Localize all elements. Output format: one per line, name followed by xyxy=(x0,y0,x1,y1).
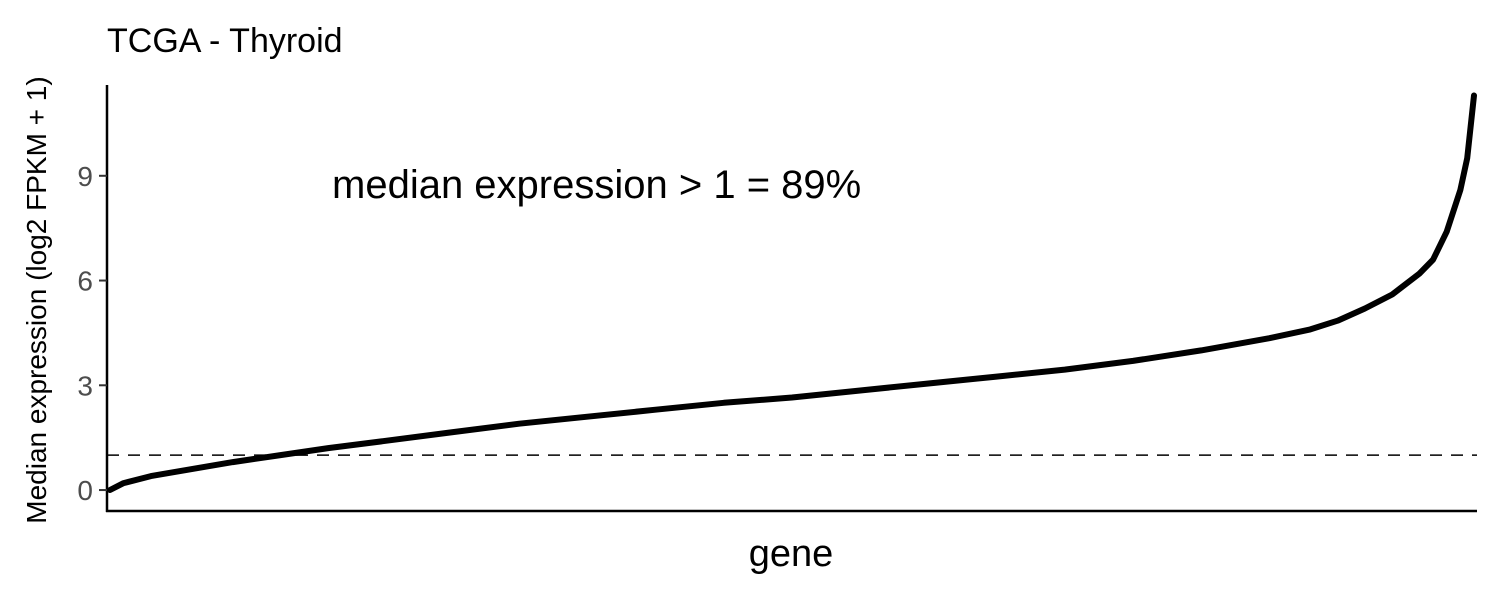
y-tick-label-6: 6 xyxy=(77,266,93,297)
y-tick-label-9: 9 xyxy=(77,161,93,192)
y-axis-label: Median expression (log2 FPKM + 1) xyxy=(21,76,52,523)
y-tick-label-0: 0 xyxy=(77,475,93,506)
chart-annotation: median expression > 1 = 89% xyxy=(332,163,861,207)
x-axis-label: gene xyxy=(749,533,834,575)
chart-title: TCGA - Thyroid xyxy=(107,22,343,60)
plot-layer: 0 3 6 9 xyxy=(77,85,1477,513)
y-tick-label-3: 3 xyxy=(77,370,93,401)
series-line-0 xyxy=(107,92,1477,493)
